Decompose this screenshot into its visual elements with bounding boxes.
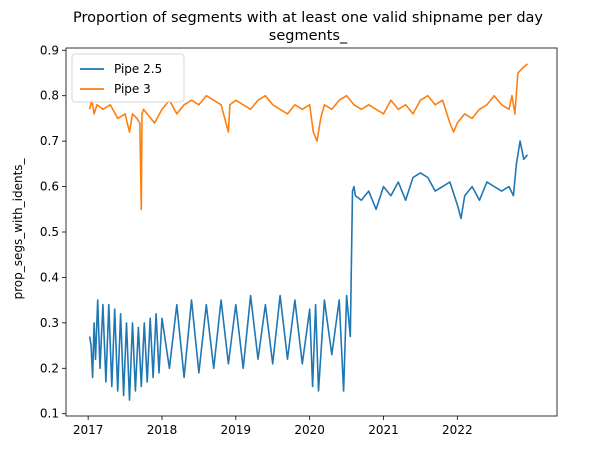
y-tick-label: 0.2 [40, 361, 59, 375]
y-tick-label: 0.8 [40, 89, 59, 103]
plot-area [88, 63, 529, 401]
legend-label-1: Pipe 2.5 [114, 62, 162, 76]
chart-title: Proportion of segments with at least one… [73, 10, 543, 26]
x-tick-label: 2017 [73, 423, 104, 437]
y-tick-label: 0.7 [40, 134, 59, 148]
x-tick-label: 2018 [147, 423, 178, 437]
legend-box [71, 53, 185, 103]
legend: Pipe 2.5 Pipe 3 [71, 53, 185, 103]
y-tick-label: 0.4 [40, 270, 59, 284]
y-tick-label: 0.1 [40, 407, 59, 421]
x-tick-label: 2020 [294, 423, 325, 437]
x-tick-label: 2019 [221, 423, 252, 437]
y-axis-label: prop_segs_with_idents_ [11, 157, 25, 299]
legend-label-2: Pipe 3 [114, 82, 151, 96]
x-tick-label: 2022 [442, 423, 473, 437]
y-tick-label: 0.3 [40, 316, 59, 330]
x-tick-label: 2021 [368, 423, 399, 437]
y-tick-label: 0.9 [40, 43, 59, 57]
y-tick-label: 0.5 [40, 225, 59, 239]
chart-subtitle: segments_ [269, 28, 348, 44]
series-line-2 [88, 63, 529, 211]
series-line-1 [88, 140, 529, 401]
axes: 2017 2018 2019 2020 2021 2022 0.1 0.2 0.3 0.4 0.5 0… [40, 43, 558, 437]
y-tick-label: 0.6 [40, 180, 59, 194]
